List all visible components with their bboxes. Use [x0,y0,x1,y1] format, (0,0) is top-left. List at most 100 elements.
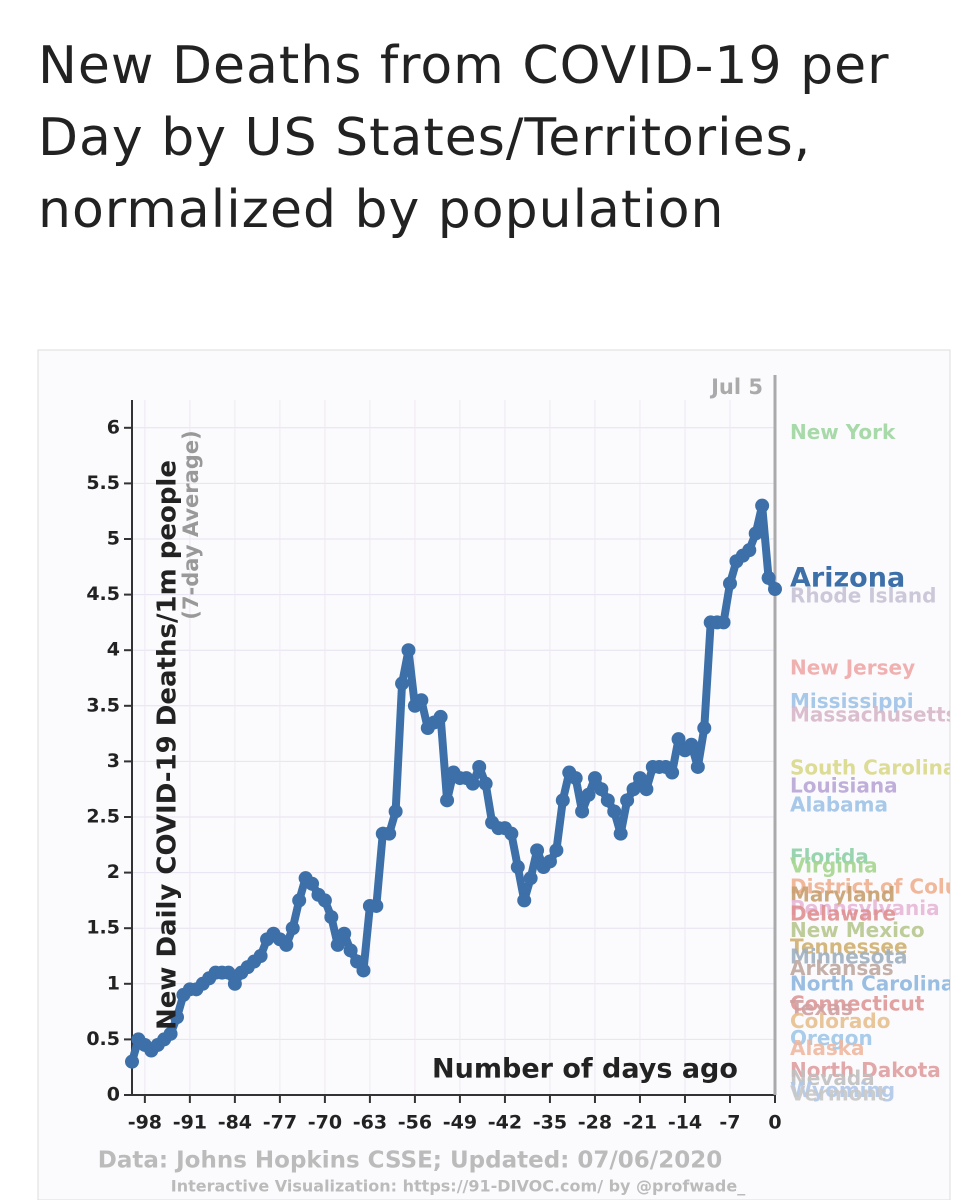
x-tick-label: -21 [623,1112,657,1134]
x-tick-label: -56 [398,1112,432,1134]
y-tick-label: 0.5 [86,1028,120,1050]
point [465,776,480,791]
credit: Interactive Visualization: https://91-DI… [171,1177,745,1196]
point [613,826,628,841]
state-label: Alabama [790,792,888,816]
state-label: Oregon [790,1026,873,1050]
point [227,976,242,991]
state-label: Tennessee [790,935,908,959]
point [433,709,448,724]
point [523,871,538,886]
state-label: Pennsylvania [790,896,940,920]
x-tick-label: -49 [443,1112,477,1134]
point [478,776,493,791]
x-tick-label: -91 [173,1112,207,1134]
point [163,1026,178,1041]
y-tick-label: 3.5 [86,694,120,716]
y-tick-label: 2 [107,861,120,883]
point [221,965,236,980]
point [748,526,763,541]
point [343,943,358,958]
point [530,843,545,858]
point [292,893,307,908]
point [472,759,487,774]
point [395,676,410,691]
point [620,793,635,808]
point [671,732,686,747]
x-tick-label: -63 [353,1112,387,1134]
y-tick-label: 0 [107,1084,120,1106]
x-tick-label: 0 [768,1112,781,1134]
date-annotation: Jul 5 [709,375,763,399]
point [382,826,397,841]
point [253,949,268,963]
state-label: Minnesota [790,945,908,969]
point [305,876,320,891]
x-tick-label: -14 [668,1112,702,1134]
state-label: Rhode Island [790,583,936,607]
point [594,782,609,797]
point [607,804,622,819]
point [568,771,583,786]
point [504,826,519,841]
point [510,860,525,875]
point [755,498,770,513]
point [716,615,731,630]
x-tick-label: -98 [128,1112,162,1134]
state-label: Arkansas [790,956,894,980]
y-tick-label: 6 [107,416,120,438]
point [369,898,384,913]
state-label: District of Columbia [790,875,980,899]
y-tick-label: 1 [107,972,120,994]
point [690,759,705,774]
y-tick-label: 4 [107,639,120,661]
point [626,782,641,797]
point [600,793,615,808]
point [555,793,570,808]
point [761,570,776,585]
state-label: Nevada [790,1066,875,1090]
source: Data: Johns Hopkins CSSE; Updated: 07/06… [98,1148,722,1174]
point [581,787,596,802]
point [684,737,699,752]
y-tick-label: 3 [107,750,120,772]
y-tick-label: 1.5 [86,917,120,939]
point [285,921,300,936]
point [330,937,345,952]
series-label: Arizona [790,563,905,594]
x-tick-label: -77 [263,1112,297,1134]
state-label: Delaware [790,901,896,925]
page-title: New Deaths from COVID-19 per Day by US S… [38,36,890,240]
state-label: Vermont [790,1082,887,1106]
state-label: Maryland [790,882,895,906]
x-tick-label: -70 [308,1112,342,1134]
x-axis-label: Number of days ago [432,1054,738,1085]
point [440,793,455,808]
y-axis-label: New Daily COVID-19 Deaths/1m people [153,460,183,1030]
point [517,893,532,908]
point [388,804,403,819]
state-label: New Jersey [790,656,915,680]
state-label: Texas [790,996,853,1020]
x-tick-label: -42 [488,1112,522,1134]
x-tick-label: -7 [719,1112,740,1134]
state-label: North Carolina [790,971,954,995]
x-tick-label: -28 [578,1112,612,1134]
x-tick-label: -84 [218,1112,252,1134]
point [639,782,654,797]
state-label: Connecticut [790,991,925,1015]
point [632,771,647,786]
point [317,893,332,908]
point [337,926,352,941]
point [575,804,590,819]
state-label: Florida [790,845,869,869]
point [549,843,564,858]
state-label: Louisiana [790,773,898,797]
y-tick-label: 5.5 [86,472,120,494]
point [324,910,339,925]
state-label: South Carolina [790,756,956,780]
point [125,1054,139,1069]
point [414,693,429,708]
